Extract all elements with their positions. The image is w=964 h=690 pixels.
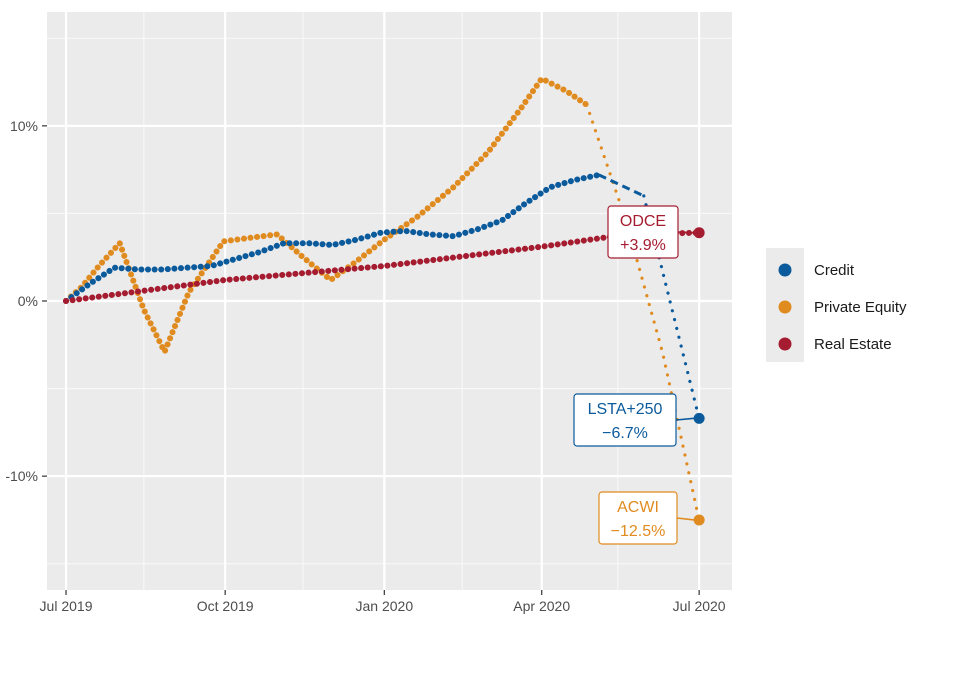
y-tick-label: 10% [10, 118, 38, 134]
series-projection-dashed-credit [598, 173, 645, 198]
x-tick-label: Jul 2020 [673, 598, 726, 614]
annotation-private-equity: ACWI −12.5% [598, 491, 695, 545]
series-line-credit [63, 171, 602, 304]
series-line-private-equity [63, 75, 590, 355]
series-end-point-real-estate [693, 227, 705, 239]
major-gridlines [47, 12, 732, 590]
legend-label-credit: Credit [814, 262, 855, 279]
y-tick-label: -10% [5, 468, 38, 484]
annotation-label: ACWI [617, 499, 659, 516]
annotation-value: +3.9% [620, 237, 666, 254]
legend-label-private-equity: Private Equity [814, 299, 907, 316]
axes-layer: Jul 2019 Oct 2019 Jan 2020 Apr 2020 Jul 2020… [5, 118, 725, 614]
annotations-layer: ODCE +3.9% LSTA+250 −6.7% ACWI −12.5% [573, 205, 695, 545]
annotation-connector [675, 417, 695, 421]
annotation-value: −6.7% [602, 425, 648, 442]
annotation-connector [676, 517, 695, 521]
x-tick-label: Apr 2020 [513, 598, 570, 614]
legend: Credit Private Equity Real Estate [766, 248, 907, 362]
annotation-label: LSTA+250 [588, 401, 663, 418]
series-end-point-credit [693, 412, 705, 424]
legend-label-real-estate: Real Estate [814, 336, 892, 353]
x-tick-label: Oct 2019 [197, 598, 254, 614]
x-tick-label: Jul 2019 [40, 598, 93, 614]
series-projection-dotted-credit [642, 194, 701, 420]
series-credit [63, 171, 705, 424]
series-projection-dotted-private-equity [585, 103, 701, 522]
annotation-real-estate: ODCE +3.9% [607, 205, 695, 259]
annotation-credit: LSTA+250 −6.7% [573, 393, 695, 447]
series-private-equity [63, 75, 705, 526]
legend-key-credit [778, 263, 792, 277]
annotation-label: ODCE [620, 213, 666, 230]
legend-key-real-estate [778, 337, 792, 351]
annotation-box [573, 393, 677, 447]
annotation-box [607, 205, 679, 259]
annotation-box [598, 491, 678, 545]
legend-key-private-equity [778, 300, 792, 314]
annotation-value: −12.5% [611, 523, 666, 540]
y-tick-label: 0% [18, 293, 38, 309]
annotation-connector [677, 231, 695, 234]
x-tick-label: Jan 2020 [356, 598, 414, 614]
series-end-point-private-equity [693, 514, 705, 526]
